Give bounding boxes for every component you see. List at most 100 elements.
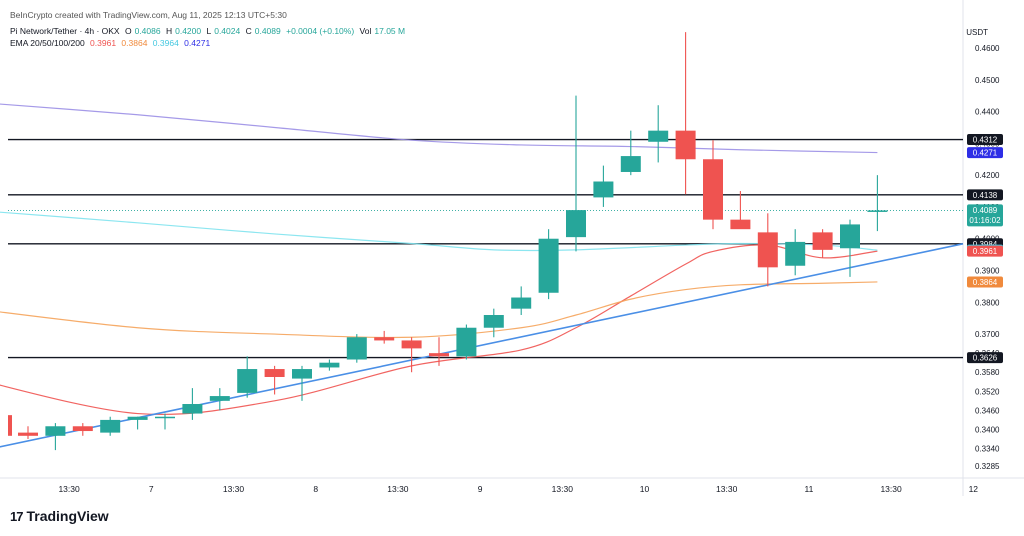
candle-body: [72, 426, 93, 432]
candle-body: [812, 232, 833, 250]
price-tag: [967, 245, 1003, 257]
y-tick-label: 0.3460: [975, 406, 1000, 415]
price-tag: [967, 147, 1003, 159]
x-tick-label: 13:30: [223, 484, 245, 494]
candle-body: [456, 327, 477, 357]
y-tick-label: 0.3900: [975, 267, 1000, 276]
price-scale-currency: USDT: [966, 28, 988, 37]
y-tick-label: 0.3400: [975, 425, 1000, 434]
price-tag-label: 0.3626: [973, 354, 998, 363]
ema-legend: EMA 20/50/100/200 0.3961 0.3864 0.3964 0…: [10, 38, 213, 48]
candle-body: [730, 219, 751, 230]
candle-body: [127, 416, 148, 420]
low-value: 0.4024: [214, 26, 241, 36]
ema-label[interactable]: EMA 20/50/100/200: [10, 38, 85, 48]
x-tick-label: 10: [640, 484, 650, 494]
ema50-line: [0, 281, 878, 339]
candle-body: [675, 130, 696, 160]
candle-body: [511, 297, 532, 309]
close-value: 0.4089: [254, 26, 281, 36]
countdown-label: 01:16:02: [969, 216, 1001, 225]
high-value: 0.4200: [175, 26, 202, 36]
candle-body: [346, 337, 367, 360]
price-tag-label: 0.4271: [973, 149, 998, 158]
y-tick-label: 0.4200: [975, 171, 1000, 180]
candle-body: [483, 315, 504, 328]
candle-body: [292, 369, 312, 379]
candle-body: [538, 238, 559, 293]
x-tick-label: 13:30: [716, 484, 738, 494]
x-tick-label: 13:30: [880, 484, 902, 494]
candle-body: [401, 340, 422, 349]
price-tag-label: 0.4089: [973, 206, 998, 215]
candle-body: [18, 432, 38, 436]
open-value: 0.4086: [134, 26, 161, 36]
candle-body: [757, 232, 778, 268]
x-tick-label: 8: [313, 484, 318, 494]
x-tick-label: 13:30: [58, 484, 80, 494]
candle-body: [648, 130, 669, 142]
publisher-caption: BeInCrypto created with TradingView.com,…: [10, 10, 287, 20]
y-tick-label: 0.4500: [975, 76, 1000, 85]
ema50-value: 0.3864: [121, 38, 148, 48]
candle-body: [703, 159, 723, 220]
volume-value: 17.05 M: [374, 26, 406, 36]
candle-body: [867, 210, 888, 212]
price-tag-label: 0.3984: [973, 240, 998, 249]
ema20-value: 0.3961: [90, 38, 117, 48]
x-tick-label: 7: [149, 484, 154, 494]
price-tag-label: 0.3864: [973, 278, 998, 287]
price-tag: [967, 352, 1003, 364]
candle-body: [593, 181, 614, 198]
candle-body: [374, 337, 395, 341]
price-tag-label: 0.3961: [973, 247, 998, 256]
candle-body: [8, 415, 12, 436]
price-tag: [967, 204, 1003, 227]
price-tag-label: 0.4138: [973, 191, 998, 200]
symbol-legend: Pi Network/Tether · 4h · OKX O 0.4086 H 0.…: [10, 26, 408, 36]
ema200-line: [0, 103, 878, 154]
candle-body: [155, 416, 175, 419]
candle-body: [100, 419, 121, 433]
candle-body: [45, 426, 66, 436]
tradingview-logo-text: TradingView: [26, 508, 109, 524]
ema20-line: [0, 244, 878, 416]
tradingview-logo: 17 TradingView: [10, 508, 109, 524]
x-tick-label: 11: [804, 484, 813, 494]
x-tick-label: 9: [478, 484, 483, 494]
low-label: L: [206, 26, 212, 36]
y-tick-label: 0.3520: [975, 387, 1000, 396]
x-tick-label: 12: [969, 484, 979, 494]
y-tick-label: 0.4400: [975, 108, 1000, 117]
y-tick-label: 0.3340: [975, 445, 1000, 454]
candle-body: [264, 369, 285, 377]
y-tick-label: 0.3800: [975, 298, 1000, 307]
volume-label: Vol: [359, 26, 372, 36]
symbol-title[interactable]: Pi Network/Tether · 4h · OKX: [10, 26, 120, 36]
change-value: +0.0004 (+0.10%): [286, 26, 355, 36]
ema200-value: 0.4271: [184, 38, 211, 48]
y-tick-label: 0.4600: [975, 44, 1000, 53]
ema100-value: 0.3964: [152, 38, 179, 48]
candle-body: [785, 241, 806, 266]
x-tick-label: 13:30: [552, 484, 574, 494]
candle-body: [182, 404, 203, 414]
x-tick-label: 13:30: [387, 484, 409, 494]
y-tick-label: 0.3285: [975, 462, 1000, 471]
candle-body: [566, 210, 586, 238]
price-tag: [967, 276, 1003, 288]
close-label: C: [245, 26, 252, 36]
high-label: H: [165, 26, 173, 36]
price-tag: [967, 189, 1003, 201]
candle-body: [319, 362, 340, 368]
open-label: O: [124, 26, 132, 36]
candle-body: [620, 156, 641, 172]
candle-body: [209, 396, 230, 401]
tradingview-logo-mark: 17: [10, 508, 24, 524]
price-tag-label: 0.4312: [973, 136, 998, 145]
y-tick-label: 0.3700: [975, 330, 1000, 339]
candle-body: [429, 353, 449, 357]
candle-body: [840, 224, 860, 249]
candle-body: [237, 369, 258, 393]
